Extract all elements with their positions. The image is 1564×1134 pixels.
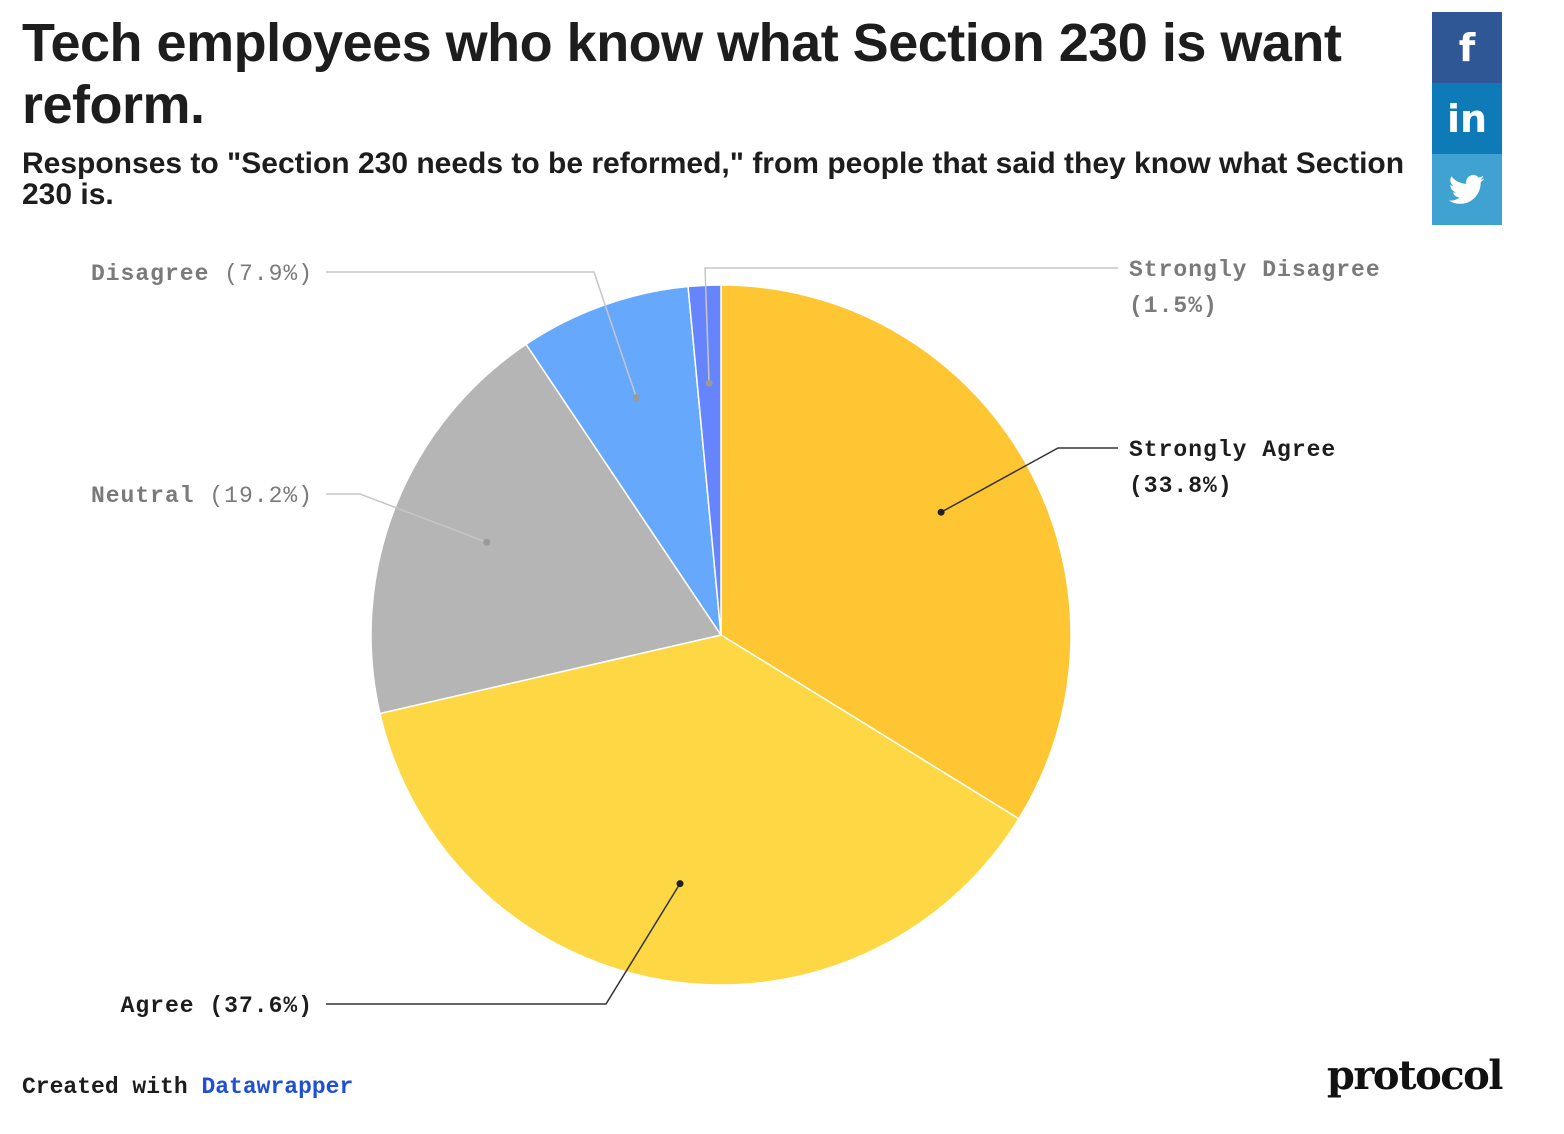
chart-subtitle: Responses to "Section 230 needs to be re…	[22, 147, 1405, 211]
leader-dot-agree	[676, 880, 684, 888]
slice-label-strongly-disagree: Strongly Disagree (1.5%)	[1129, 257, 1381, 319]
leader-line-neutral	[326, 493, 487, 543]
slice-label-agree: Agree (37.6%)	[121, 993, 313, 1019]
leader-dot-disagree	[632, 394, 640, 402]
leader-line-strongly-agree	[940, 447, 1118, 513]
pie-slice-strongly-disagree	[687, 284, 722, 636]
leader-dot-strongly-disagree	[705, 379, 713, 387]
leader-line-strongly-disagree	[704, 267, 1118, 384]
twitter-share-button[interactable]	[1432, 154, 1502, 225]
chart-title: Tech employees who know what Section 230…	[22, 13, 1342, 135]
footer-credit: Created with Datawrapper	[22, 1074, 353, 1100]
social-share-bar: f in	[1432, 12, 1502, 225]
slice-label-disagree: Disagree (7.9%)	[91, 261, 313, 287]
datawrapper-link[interactable]: Datawrapper	[201, 1074, 354, 1100]
facebook-share-button[interactable]: f	[1432, 12, 1502, 83]
linkedin-icon: in	[1446, 96, 1488, 141]
facebook-icon: f	[1458, 25, 1476, 70]
pie-slice-neutral	[370, 343, 723, 715]
slice-label-strongly-agree: Strongly Agree (33.8%)	[1129, 437, 1336, 499]
leader-line-disagree	[326, 271, 638, 398]
pie-slice-agree	[379, 634, 1020, 986]
leader-line-agree	[326, 883, 681, 1005]
twitter-icon	[1449, 174, 1485, 204]
pie-slice-disagree	[525, 285, 722, 636]
linkedin-share-button[interactable]: in	[1432, 83, 1502, 154]
leader-dot-strongly-agree	[937, 508, 945, 516]
slice-label-neutral: Neutral (19.2%)	[91, 483, 313, 509]
protocol-logo: protocol	[1326, 1052, 1504, 1099]
leader-dot-neutral	[483, 538, 491, 546]
created-with-text: Created with	[22, 1074, 188, 1100]
